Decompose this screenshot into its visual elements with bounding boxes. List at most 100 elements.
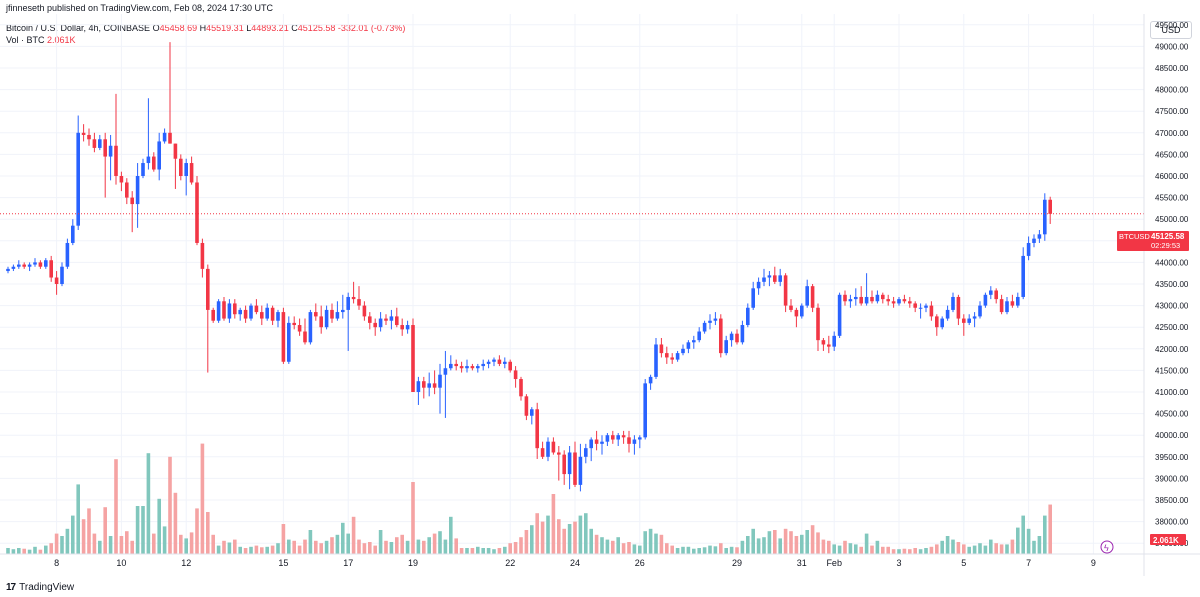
candle-body: [783, 275, 788, 306]
time-tick-label: 10: [116, 558, 126, 568]
volume-bar: [719, 543, 723, 554]
volume-bar: [751, 528, 755, 554]
candle-body: [195, 182, 199, 243]
volume-bar: [238, 546, 242, 554]
tradingview-footer[interactable]: 17 TradingView: [6, 580, 74, 594]
price-tag-symbol: BTCUSD: [1119, 232, 1150, 241]
candle-body: [821, 340, 826, 345]
candle-body: [794, 309, 799, 317]
volume-bar: [368, 542, 372, 554]
volume-bar: [546, 515, 550, 554]
candle-body: [130, 197, 134, 205]
volume-bar: [962, 544, 966, 554]
candle-body: [22, 264, 26, 267]
price-chart[interactable]: 37500.0038000.0038500.0039000.0039500.00…: [0, 14, 1200, 576]
volume-bar: [940, 540, 944, 554]
candle-body: [125, 182, 129, 198]
volume-tag-value: 2.061K: [1153, 536, 1179, 545]
candle-body: [449, 363, 453, 369]
open-value: 45458.69: [159, 23, 198, 33]
volume-bar: [724, 548, 728, 554]
candle-body: [141, 163, 145, 176]
volume-bar: [206, 512, 210, 554]
volume-row: Vol · BTC 2.061K: [6, 34, 405, 46]
volume-bar: [989, 539, 993, 554]
candle-body: [373, 322, 377, 328]
candle-body: [578, 456, 583, 485]
candle-body: [422, 381, 426, 388]
volume-bar: [837, 545, 842, 554]
volume-bar: [470, 548, 475, 554]
candle-body: [827, 344, 831, 347]
price-tick-label: 49500.00: [1155, 21, 1189, 30]
price-tick-label: 41000.00: [1155, 388, 1189, 397]
volume-bar: [135, 506, 140, 554]
candle-body: [962, 318, 966, 323]
volume-bar: [416, 539, 421, 554]
candle-body: [648, 376, 653, 384]
candle-body: [206, 268, 210, 310]
candle-body: [108, 145, 113, 157]
volume-bar: [438, 531, 442, 554]
candle-body: [859, 296, 863, 304]
volume-bar: [540, 521, 545, 554]
volume-bar: [454, 538, 458, 554]
candle-body: [967, 318, 971, 323]
volume-bar: [227, 542, 232, 554]
tradingview-brand: TradingView: [19, 581, 75, 593]
currency-selector[interactable]: USD: [1150, 21, 1192, 39]
candle-body: [719, 318, 723, 354]
volume-bar: [638, 545, 642, 554]
volume-bar: [11, 549, 16, 554]
candle-body: [848, 299, 853, 302]
volume-bar: [530, 525, 534, 554]
candle-body: [330, 309, 334, 319]
volume-bar: [956, 542, 961, 554]
volume-bar: [405, 540, 410, 554]
candle-body: [729, 333, 734, 341]
candle-body: [724, 340, 728, 354]
lightning-icon[interactable]: [1100, 540, 1114, 554]
change-value: -332.01 (-0.73%): [337, 23, 406, 33]
candle-body: [789, 305, 793, 310]
price-tick-label: 40000.00: [1155, 431, 1189, 440]
candle-body: [951, 296, 955, 310]
volume-bar: [1032, 540, 1036, 554]
candle-body: [513, 370, 518, 380]
price-tick-label: 46500.00: [1155, 150, 1189, 159]
price-tick-label: 42000.00: [1155, 345, 1189, 354]
candle-body: [33, 262, 37, 265]
candle-body: [983, 294, 988, 306]
candle-body: [87, 134, 91, 140]
candle-body: [92, 139, 97, 148]
volume-bar: [341, 522, 345, 554]
candle-body: [989, 290, 993, 295]
candle-body: [746, 307, 750, 326]
candle-body: [238, 309, 242, 315]
volume-bar: [222, 540, 226, 554]
volume-bar: [675, 548, 680, 554]
candle-body: [27, 264, 32, 267]
volume-bar: [800, 534, 804, 554]
time-tick-label: 8: [54, 558, 59, 568]
volume-bar: [173, 492, 178, 554]
candle-body: [773, 275, 777, 282]
volume-bar: [1010, 539, 1015, 554]
volume-bar: [281, 524, 286, 554]
candle-body: [675, 353, 680, 360]
candle-body: [281, 312, 286, 362]
candle-body: [584, 448, 588, 457]
volume-bar: [200, 443, 205, 554]
volume-bar: [308, 530, 313, 554]
candle-body: [978, 305, 982, 317]
volume-bar: [513, 542, 518, 554]
volume-bar: [314, 540, 318, 554]
price-axis[interactable]: 37500.0038000.0038500.0039000.0039500.00…: [1155, 21, 1189, 548]
candle-body: [119, 176, 124, 183]
price-tag-price: 45125.58: [1151, 232, 1185, 241]
time-axis[interactable]: 8 10 12 15 17 19 22 24 26 29 31 Feb 3 5 7 9: [54, 558, 1096, 568]
volume-bar: [179, 534, 183, 554]
candle-body: [254, 305, 259, 313]
volume-bar: [233, 539, 237, 554]
candle-body: [810, 286, 815, 308]
